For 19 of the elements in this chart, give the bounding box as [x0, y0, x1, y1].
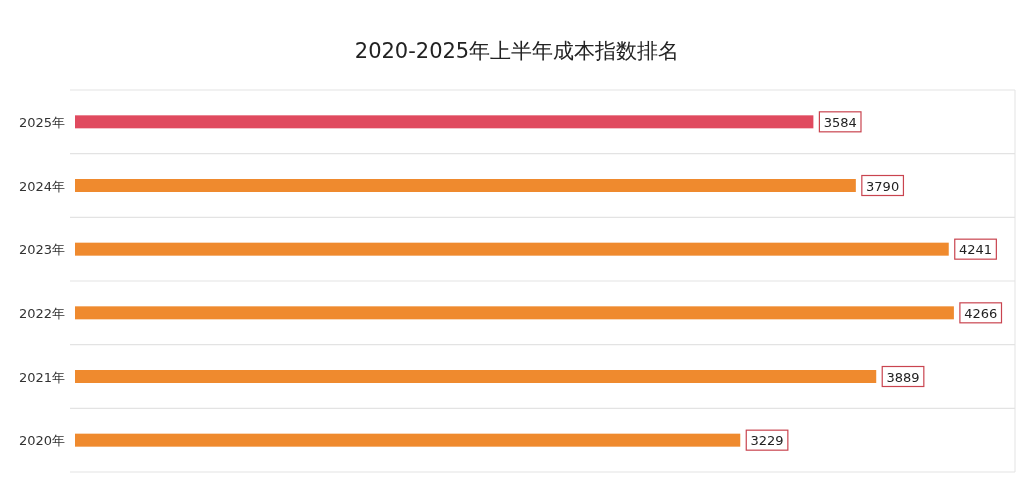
bar	[75, 179, 856, 192]
y-tick-label: 2021年	[18, 369, 65, 385]
bar	[75, 115, 814, 129]
data-label: 4241	[959, 242, 993, 258]
y-tick-label: 2022年	[18, 305, 65, 321]
bar	[75, 242, 949, 256]
data-label: 3584	[823, 114, 857, 130]
y-tick-label: 2023年	[18, 242, 65, 258]
y-tick-label: 2020年	[18, 433, 65, 449]
data-label: 4266	[964, 305, 998, 321]
bar	[75, 306, 954, 320]
y-tick-label: 2024年	[18, 178, 65, 194]
y-tick-label: 2025年	[18, 114, 65, 130]
data-label: 3229	[750, 433, 784, 449]
chart-title: 2020-2025年上半年成本指数排名	[354, 39, 680, 63]
bar	[75, 370, 877, 383]
bar	[75, 433, 741, 447]
data-label: 3889	[886, 369, 920, 385]
data-label: 3790	[866, 178, 900, 194]
